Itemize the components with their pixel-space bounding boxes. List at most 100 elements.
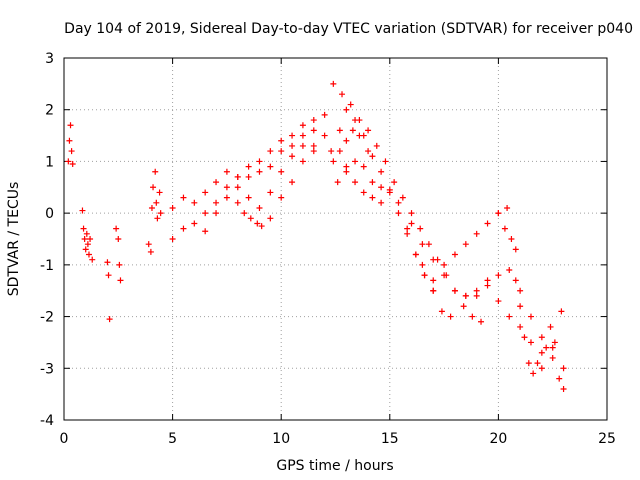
y-tick-label: -4 <box>40 413 54 429</box>
data-point <box>495 210 502 217</box>
data-point <box>152 168 159 175</box>
data-point <box>343 163 350 170</box>
data-point <box>299 158 306 165</box>
data-point <box>419 241 426 248</box>
data-point <box>473 230 480 237</box>
data-point <box>202 210 209 217</box>
data-point <box>378 199 385 206</box>
data-point <box>254 220 261 227</box>
data-point <box>156 189 163 196</box>
data-point <box>495 272 502 279</box>
data-point <box>278 148 285 155</box>
data-point <box>116 261 123 268</box>
data-point <box>484 282 491 289</box>
data-point <box>441 261 448 268</box>
data-point <box>69 161 76 168</box>
data-point <box>89 256 96 263</box>
data-point <box>521 334 528 341</box>
data-point <box>85 251 92 258</box>
data-point <box>530 370 537 377</box>
data-point <box>336 127 343 134</box>
data-point <box>556 375 563 382</box>
data-point <box>289 132 296 139</box>
data-point <box>66 137 73 144</box>
data-point <box>241 210 248 217</box>
series-track-k <box>419 204 511 284</box>
data-point <box>213 179 220 186</box>
data-point <box>382 158 389 165</box>
y-tick-label: 3 <box>45 51 54 67</box>
data-point <box>419 261 426 268</box>
data-point <box>538 365 545 372</box>
data-point <box>365 148 372 155</box>
data-point <box>360 163 367 170</box>
data-point <box>256 204 263 211</box>
data-point <box>245 163 252 170</box>
data-point <box>154 215 161 222</box>
x-tick-label: 10 <box>272 431 290 447</box>
data-point <box>234 173 241 180</box>
y-axis-label: SDTVAR / TECUs <box>6 182 22 297</box>
data-point <box>534 360 541 367</box>
data-point <box>169 236 176 242</box>
data-point <box>157 210 164 217</box>
data-point <box>549 354 556 361</box>
series-early-4 <box>145 168 164 255</box>
data-point <box>202 189 209 196</box>
data-point <box>245 194 252 201</box>
data-point <box>79 207 86 214</box>
data-point <box>404 225 411 232</box>
x-tick-labels: 0 5 10 15 20 25 <box>60 431 616 447</box>
y-tick-label: 1 <box>45 154 54 170</box>
data-point <box>551 339 558 346</box>
data-point <box>247 215 254 222</box>
series-track-j <box>343 163 385 206</box>
data-point <box>234 199 241 206</box>
series-track-b <box>169 127 317 242</box>
data-point <box>404 230 411 237</box>
data-point <box>395 210 402 217</box>
data-point <box>451 287 458 294</box>
x-tick-label: 5 <box>168 431 177 447</box>
data-point <box>289 179 296 186</box>
data-point <box>538 349 545 356</box>
data-point <box>267 163 274 170</box>
chart-title: Day 104 of 2019, Sidereal Day-to-day VTE… <box>64 21 633 37</box>
data-point <box>191 199 198 206</box>
data-point <box>356 132 363 139</box>
data-point <box>352 179 359 186</box>
data-point <box>558 308 565 315</box>
data-point <box>462 241 469 248</box>
data-point <box>430 277 437 284</box>
data-point <box>484 220 491 227</box>
data-point <box>441 272 448 279</box>
series-track-h <box>330 127 372 165</box>
data-point <box>399 194 406 201</box>
data-point <box>527 313 534 320</box>
data-point <box>299 122 306 129</box>
data-point <box>504 204 511 211</box>
data-point <box>180 194 187 201</box>
data-point <box>421 272 428 279</box>
data-point <box>408 210 415 217</box>
data-point <box>234 184 241 191</box>
y-tick-labels: -4 -3 -2 -1 0 1 2 3 <box>40 51 54 429</box>
data-point <box>169 204 176 211</box>
series-track-a <box>169 111 328 217</box>
data-point <box>543 344 550 351</box>
data-point <box>547 323 554 330</box>
data-point <box>386 186 393 193</box>
data-point <box>278 194 285 201</box>
data-point <box>113 225 120 232</box>
data-point <box>310 142 317 149</box>
data-point <box>525 360 532 367</box>
data-point <box>352 158 359 165</box>
data-point <box>347 101 354 108</box>
data-point <box>223 168 230 175</box>
data-point <box>517 303 524 310</box>
data-point <box>430 256 437 263</box>
data-point <box>65 158 72 165</box>
x-tick-label: 15 <box>381 431 399 447</box>
data-point <box>180 225 187 232</box>
data-point <box>527 339 534 346</box>
